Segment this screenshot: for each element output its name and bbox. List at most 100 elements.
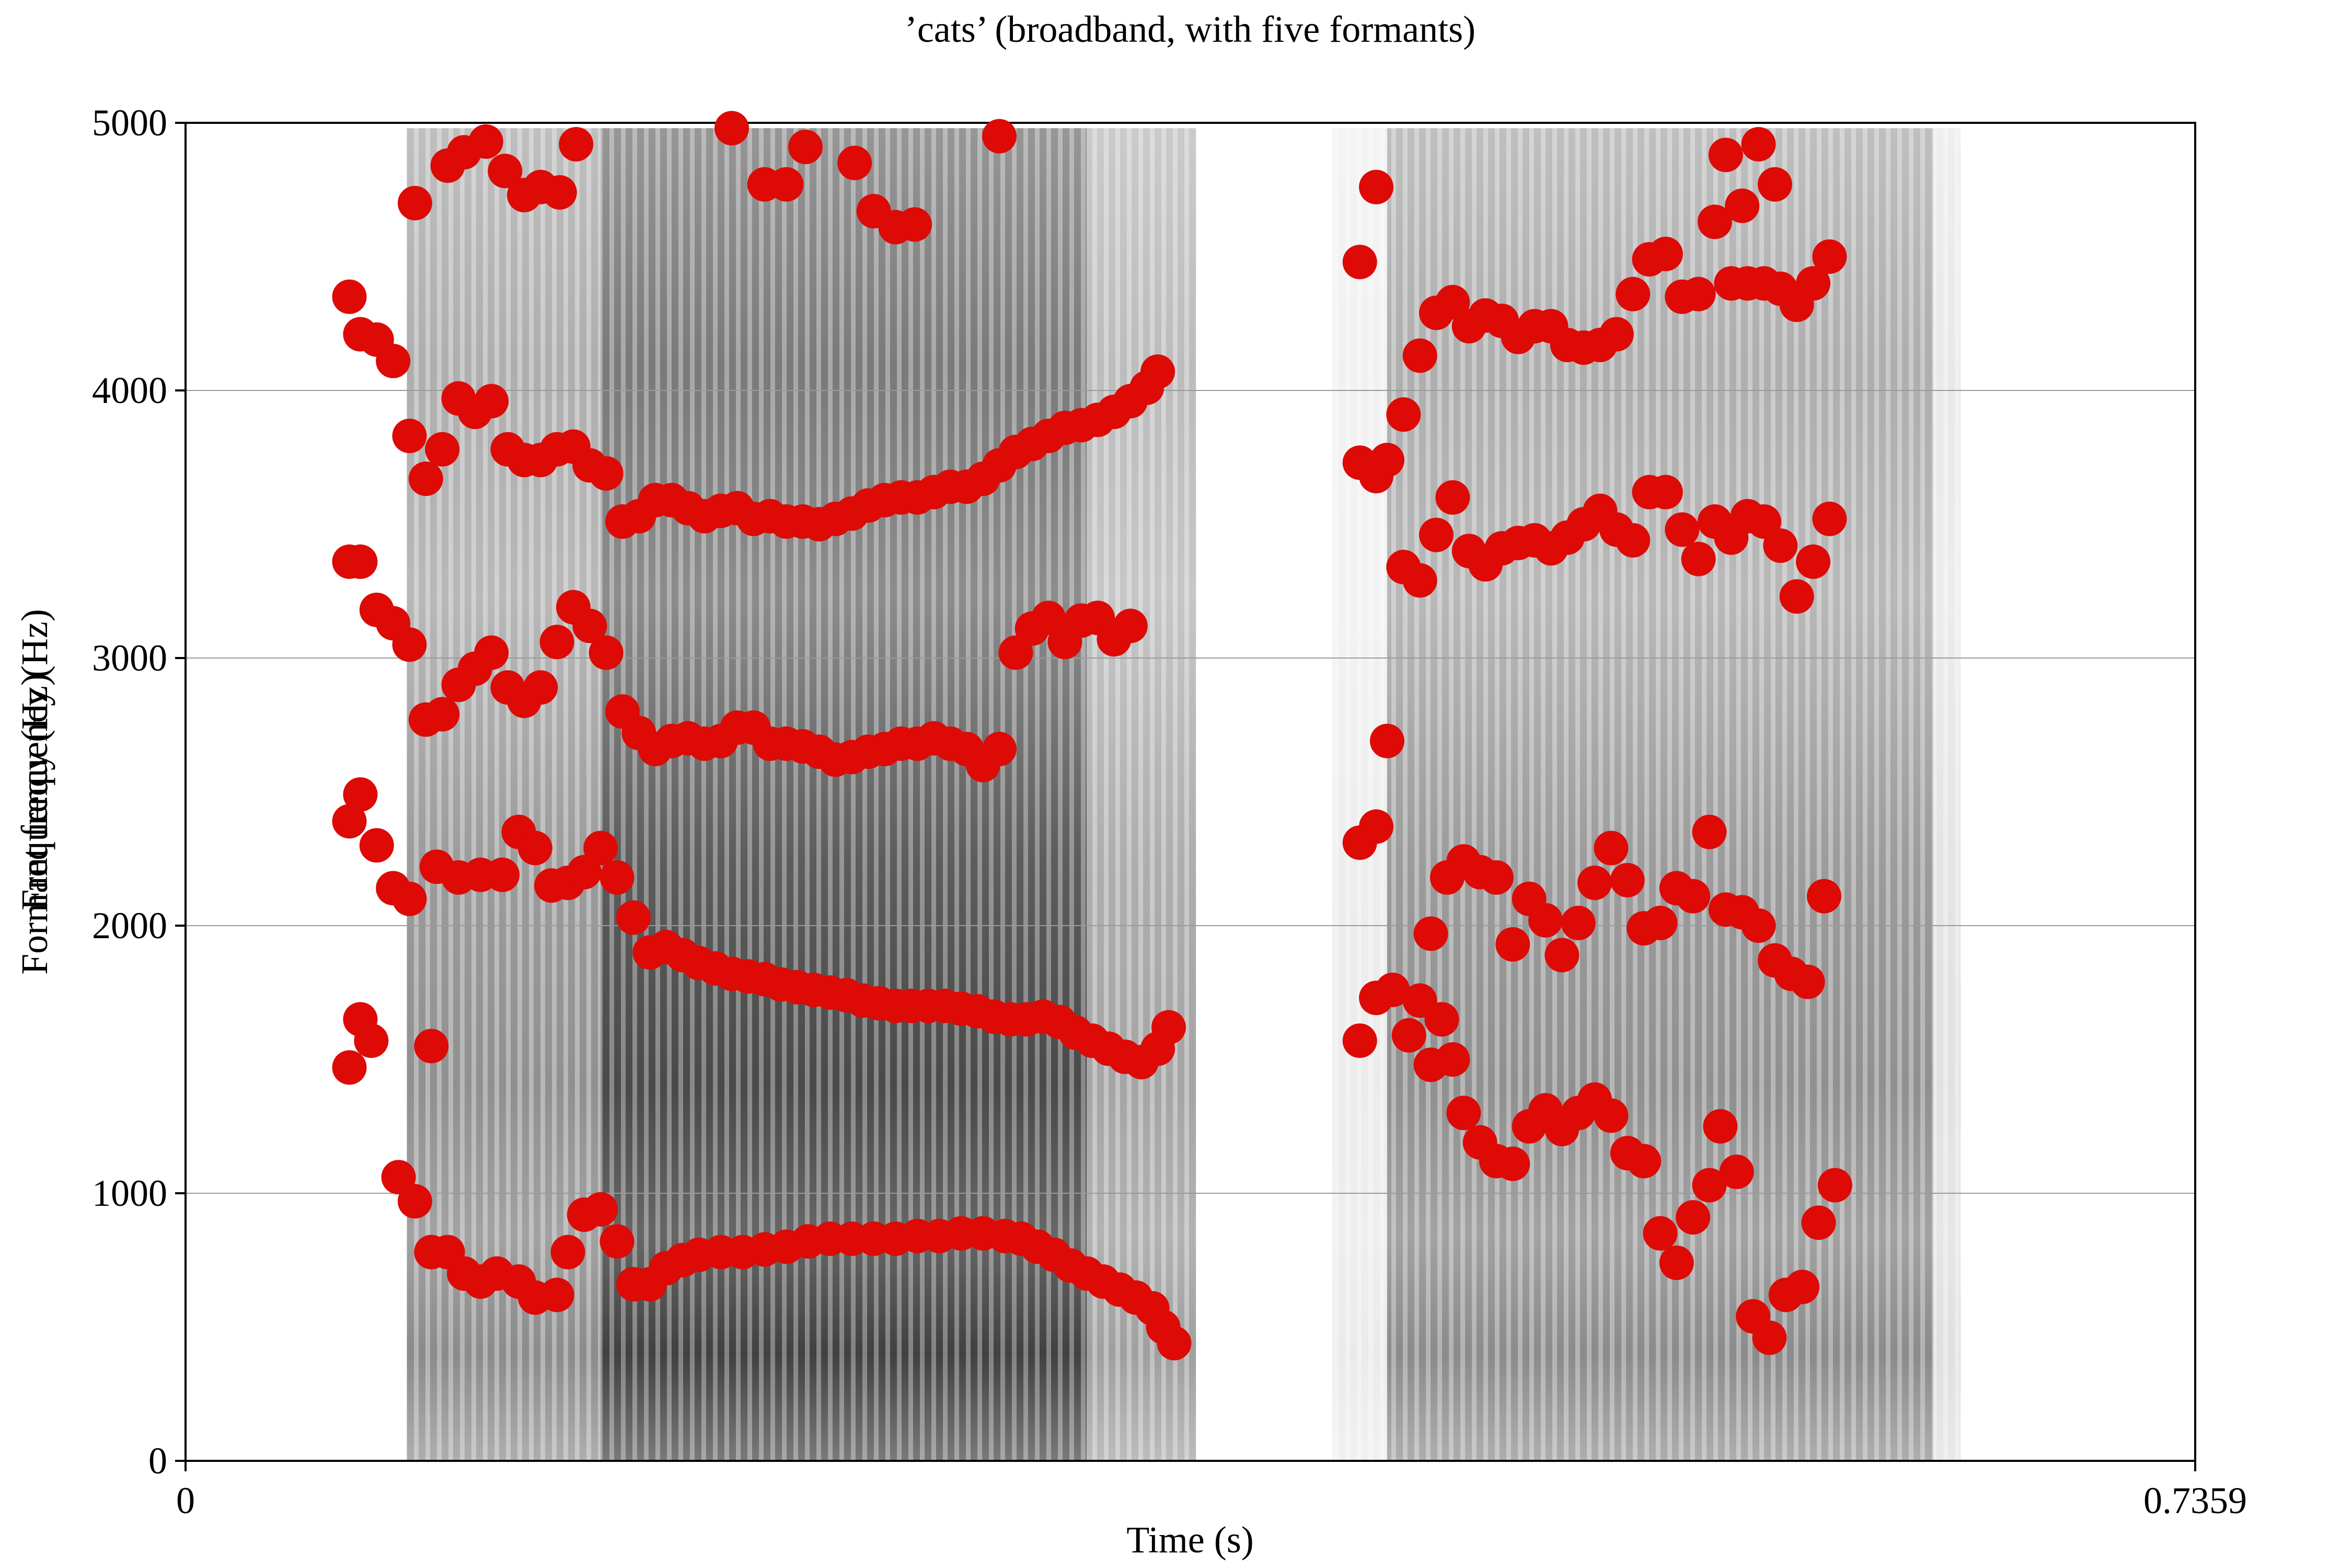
formant-point [425,697,460,732]
y-tick-label: 5000 [92,102,167,144]
formant-point [1031,601,1066,636]
formant-point [1725,188,1760,223]
formant-point [1692,814,1727,849]
spectrogram-segment [1933,128,1961,1461]
formant-series [332,443,1847,782]
formant-point [1681,541,1716,577]
formant-point [589,635,624,670]
formant-point [1402,563,1437,598]
chart-title: ’cats’ (broadband, with five formants) [905,8,1475,50]
formant-point [1599,317,1634,352]
formant-point [1801,1205,1836,1240]
formant-point [1785,1270,1820,1305]
formant-point [1369,443,1404,478]
formant-point [583,1192,618,1227]
formant-point [1435,1042,1470,1077]
formant-point [1113,608,1148,643]
formant-point [468,124,503,159]
formant-point [1375,972,1410,1007]
formant-point [1446,1096,1481,1131]
formant-point [1140,354,1175,389]
formant-point [714,111,749,146]
formant-point [354,1023,389,1058]
y-tick-label: 1000 [92,1172,167,1214]
formant-point [1752,1320,1787,1355]
formant-point [1151,1010,1186,1045]
formant-point [1342,245,1377,280]
formant-point [1703,1109,1738,1144]
formant-point [1359,169,1394,204]
formant-point [1817,1168,1852,1203]
formant-point [1342,1023,1377,1058]
formant-point [599,1224,635,1259]
spectrogram-segment [1087,128,1196,1461]
y-tick-label: 4000 [92,370,167,411]
formant-series [332,723,1841,1080]
formant-point [1676,879,1711,914]
formant-point [1479,860,1514,895]
formant-point [1665,512,1700,547]
formant-point [376,343,411,378]
formant-series [332,972,1852,1361]
formant-point [539,625,574,660]
formant-point [1796,266,1831,301]
x-axis-title: Time (s) [1126,1519,1253,1561]
formant-point [1779,579,1814,614]
formant-point [1594,831,1629,866]
formant-point [1391,1018,1426,1053]
formant-point [539,1277,574,1312]
formant-point [332,279,367,314]
formant-point [408,461,443,496]
formant-point [1643,905,1678,940]
formant-point [1719,1155,1754,1190]
y-tick-label: 3000 [92,637,167,679]
formant-point [1692,1168,1727,1203]
formant-point [788,130,823,165]
formant-point [425,432,460,467]
formant-point [1386,397,1421,432]
formant-point [589,456,624,491]
formant-point [1435,480,1470,515]
formant-point [998,635,1033,670]
spectrogram-background [407,128,1961,1461]
formant-point [559,126,594,162]
formant-point [1577,866,1612,901]
formant-point [392,881,427,916]
y-tick-label: 2000 [92,905,167,947]
formant-point [474,384,509,419]
formant-point [1419,517,1454,552]
formant-point [392,419,427,454]
formant-point [897,207,932,242]
formant-point [1763,528,1798,563]
formant-point [1746,504,1781,539]
formant-point [1741,126,1776,162]
formant-point [1359,809,1394,844]
y-tick-label: 0 [148,1440,167,1482]
formant-point [488,154,523,189]
formant-point [397,186,432,221]
formant-point [517,831,552,866]
formant-point [567,855,602,890]
formant-point [982,732,1017,767]
formant-point [381,1160,416,1195]
y-axis-title-frequency: Frequency (Hz) [14,673,55,910]
formant-point [599,860,635,895]
gridlines [186,390,2195,1194]
formant-point [392,627,427,662]
formant-point [542,175,577,210]
formant-point [572,608,607,643]
formant-point [1157,1325,1192,1361]
formant-point [1435,285,1470,320]
formant-point [1681,276,1716,312]
formant-point [1757,167,1792,202]
formant-point [583,831,618,866]
formant-point [1659,1246,1694,1281]
formant-point [982,119,1017,154]
formant-point [485,857,520,892]
formant-point [1648,475,1683,510]
formant-point [1796,544,1831,579]
formant-point [769,167,804,202]
formant-point [343,777,378,812]
formant-point [1528,903,1563,938]
